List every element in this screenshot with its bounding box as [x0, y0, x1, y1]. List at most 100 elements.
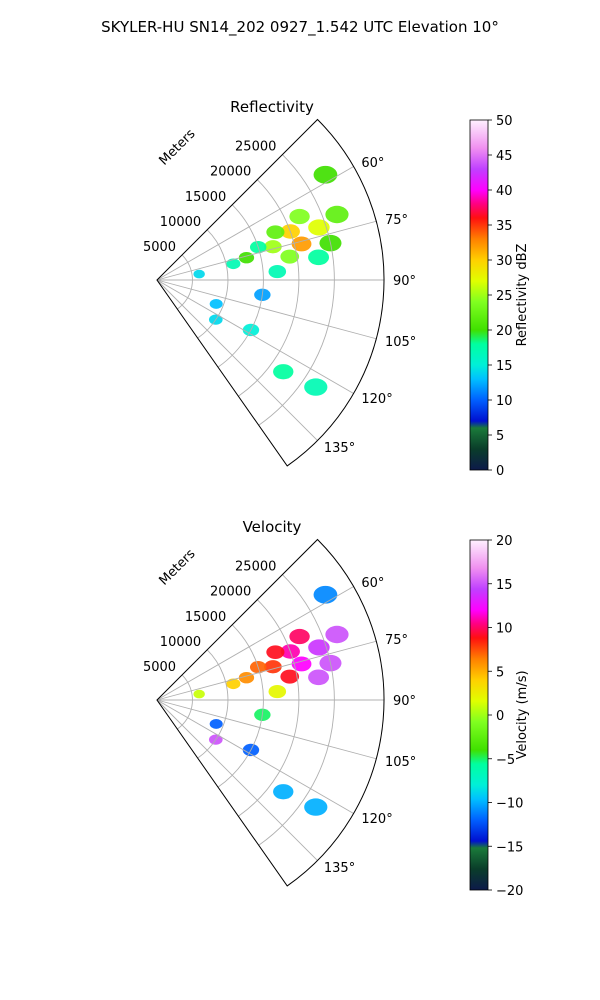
figure-title: SKYLER-HU SN14_202 0927_1.542 UTC Elevat…: [101, 18, 499, 37]
velocity-colorbar: −20 −15 −10 −5 0 5 10 15 20 Velocity (m/s): [469, 534, 530, 899]
velocity-panel-title: Velocity: [243, 518, 302, 536]
velocity-echo-cell: [308, 669, 330, 686]
velocity-echo-cell: [304, 798, 328, 816]
reflectivity-colorbar-tick-label: 25: [496, 289, 513, 304]
reflectivity-echo-cell: [193, 269, 205, 279]
velocity-azimuth-line: [156, 699, 318, 861]
reflectivity-azimuth-tick-label: 75°: [385, 213, 408, 228]
reflectivity-azimuth-line: [156, 220, 377, 281]
velocity-echo-cell: [266, 645, 285, 659]
velocity-echo-cell: [308, 639, 330, 656]
reflectivity-echo-cell: [308, 219, 330, 236]
velocity-colorbar-tick-label: 20: [496, 534, 513, 549]
velocity-azimuth-line: [156, 699, 354, 814]
velocity-colorbar-tick-label: 10: [496, 622, 513, 637]
velocity-echo-cell: [273, 784, 294, 800]
reflectivity-azimuth-tick-label: 135°: [324, 441, 355, 456]
reflectivity-grid: 5000 10000 15000 20000 25000 60° 75° 90° 105° 120…: [143, 118, 416, 467]
velocity-colorbar-tick-label: 5: [496, 665, 504, 680]
velocity-azimuth-line: [156, 699, 377, 760]
reflectivity-azimuth-tick-label: 90°: [393, 274, 416, 289]
velocity-colorbar-tick-label: −20: [496, 884, 523, 899]
reflectivity-colorbar-tick-label: 45: [496, 149, 513, 164]
velocity-range-label: Meters: [157, 546, 199, 588]
reflectivity-range-tick-label: 10000: [160, 215, 201, 230]
reflectivity-echo-cell: [268, 265, 287, 279]
velocity-colorbar-tick-label: −15: [496, 840, 523, 855]
reflectivity-echo-cell: [273, 364, 294, 380]
reflectivity-colorbar-tick-label: 0: [496, 464, 504, 479]
velocity-sector-outline: [156, 538, 385, 887]
velocity-azimuth-tick-label: 75°: [385, 633, 408, 648]
reflectivity-range-ring: [197, 229, 229, 339]
velocity-echo-cell: [325, 625, 349, 644]
velocity-colorbar-tick-label: 0: [496, 709, 504, 724]
velocity-grid: 5000 10000 15000 20000 25000 60° 75° 90° 105° 120…: [143, 538, 416, 887]
velocity-range-tick-label: 15000: [185, 610, 226, 625]
reflectivity-colorbar-tick-label: 15: [496, 359, 513, 374]
velocity-colorbar-tick-label: 15: [496, 578, 513, 593]
reflectivity-colorbar-tick-label: 30: [496, 254, 513, 269]
reflectivity-echo-cell: [289, 208, 310, 225]
reflectivity-azimuth-tick-label: 105°: [385, 335, 416, 350]
reflectivity-azimuth-line: [156, 279, 377, 340]
reflectivity-range-tick-label: 20000: [210, 165, 251, 180]
reflectivity-azimuth-tick-label: 60°: [361, 156, 384, 171]
reflectivity-range-tick-label: 25000: [235, 140, 276, 155]
reflectivity-colorbar-ramp: [469, 119, 489, 471]
velocity-colorbar-tick-label: −5: [496, 753, 515, 768]
velocity-echo-cell: [209, 719, 223, 729]
velocity-range-ring: [217, 624, 264, 788]
reflectivity-colorbar-tick-label: 35: [496, 219, 513, 234]
reflectivity-panel-title: Reflectivity: [230, 98, 314, 116]
velocity-azimuth-tick-label: 105°: [385, 755, 416, 770]
velocity-echo-cell: [268, 685, 287, 699]
velocity-range-tick-label: 10000: [160, 635, 201, 650]
velocity-range-tick-label: 5000: [143, 660, 176, 675]
reflectivity-echo-cell: [266, 225, 285, 239]
reflectivity-colorbar-tick-label: 5: [496, 429, 504, 444]
velocity-echo-cell: [313, 585, 338, 604]
velocity-range-tick-label: 20000: [210, 585, 251, 600]
reflectivity-colorbar-tick-label: 20: [496, 324, 513, 339]
reflectivity-echo-cell: [209, 299, 223, 309]
reflectivity-range-ring: [177, 254, 193, 310]
reflectivity-colorbar-tick-label: 10: [496, 394, 513, 409]
reflectivity-range-ring: [258, 154, 335, 426]
velocity-azimuth-line: [156, 586, 354, 701]
reflectivity-colorbar-tick-label: 50: [496, 114, 513, 129]
velocity-azimuth-tick-label: 135°: [324, 861, 355, 876]
reflectivity-echo-cell: [264, 240, 282, 254]
reflectivity-range-ring: [217, 204, 264, 368]
velocity-range-ring: [238, 599, 300, 817]
velocity-range-ring: [197, 649, 229, 759]
reflectivity-echo-cell: [308, 249, 330, 266]
velocity-azimuth-tick-label: 90°: [393, 694, 416, 709]
velocity-azimuth-line: [156, 640, 377, 701]
velocity-echo-cell: [193, 689, 205, 699]
velocity-echo-cell: [280, 669, 300, 684]
reflectivity-range-tick-label: 15000: [185, 190, 226, 205]
reflectivity-echo-cell: [325, 205, 349, 224]
velocity-colorbar-ramp: [469, 539, 489, 891]
velocity-colorbar-label: Velocity (m/s): [515, 670, 530, 759]
velocity-echo-cell: [264, 660, 282, 674]
reflectivity-panel: Reflectivity 5000 10000 15000 20000 25000 60°…: [143, 98, 530, 479]
reflectivity-echo-cell: [304, 378, 328, 396]
velocity-panel: Velocity 5000 10000 15000 20000 25000 60° 75° 9…: [143, 518, 530, 899]
velocity-echo-cell: [289, 628, 310, 645]
reflectivity-colorbar-label: Reflectivity dBZ: [515, 244, 530, 347]
reflectivity-azimuth-line: [156, 279, 318, 441]
velocity-azimuth-tick-label: 120°: [361, 812, 392, 827]
velocity-range-ring: [258, 574, 335, 846]
velocity-echo-layer: [193, 585, 349, 816]
reflectivity-sector-outline: [156, 118, 385, 467]
velocity-azimuth-tick-label: 60°: [361, 576, 384, 591]
reflectivity-echo-cell: [280, 249, 300, 264]
reflectivity-range-tick-label: 5000: [143, 240, 176, 255]
reflectivity-range-ring: [238, 179, 300, 397]
reflectivity-echo-cell: [226, 258, 241, 270]
reflectivity-echo-cell: [313, 165, 338, 184]
velocity-range-tick-label: 25000: [235, 560, 276, 575]
reflectivity-azimuth-tick-label: 120°: [361, 392, 392, 407]
